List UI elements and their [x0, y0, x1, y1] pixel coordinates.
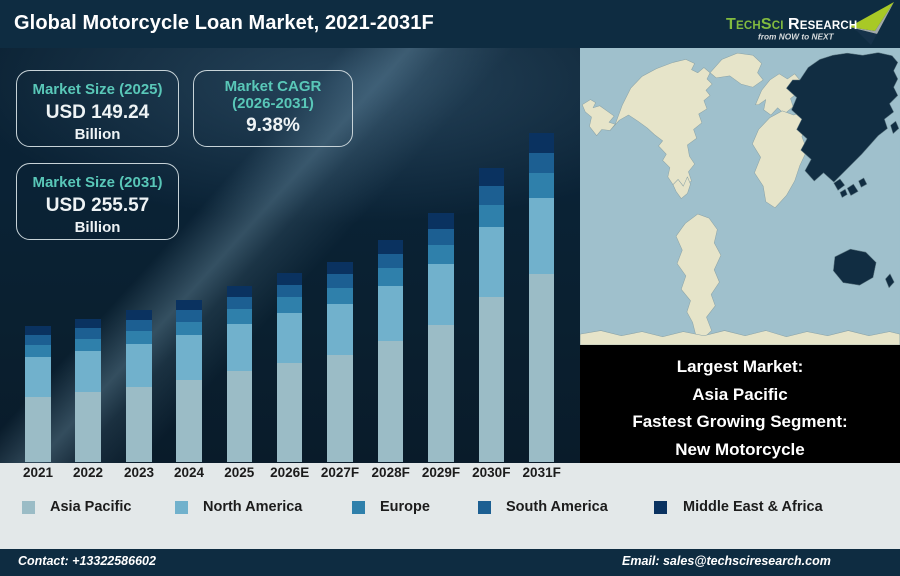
- svg-text:RESEARCH: RESEARCH: [788, 16, 857, 33]
- svg-text:from NOW to NEXT: from NOW to NEXT: [758, 32, 835, 42]
- svg-text:TECHSCI: TECHSCI: [726, 16, 784, 33]
